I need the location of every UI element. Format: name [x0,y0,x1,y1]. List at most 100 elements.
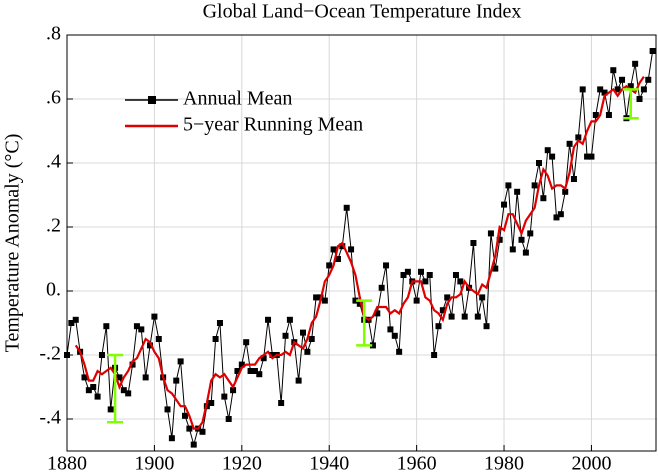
point-marker [321,297,328,304]
chart-title: Global Land−Ocean Temperature Index [203,1,522,23]
point-marker [514,188,521,195]
point-marker [238,361,245,368]
point-marker [330,246,337,253]
point-marker [286,316,293,323]
point-marker [492,265,499,272]
point-marker [326,262,333,269]
point-marker [452,272,459,278]
point-marker [269,352,276,358]
point-marker [566,140,573,147]
point-marker [94,393,101,400]
point-marker [614,86,621,93]
point-marker [190,441,197,448]
point-marker [208,400,215,406]
point-marker [125,390,132,397]
point-marker [457,278,464,285]
point-marker [645,76,652,83]
point-marker [431,352,438,358]
plot-frame [66,34,657,452]
point-marker [256,371,263,378]
point-marker [536,160,542,166]
point-marker [155,336,162,342]
point-marker [527,230,534,237]
x-tick-label: 1980 [484,453,524,474]
point-marker [439,307,446,314]
point-marker [413,297,420,304]
point-marker [177,358,184,365]
point-marker [461,313,468,320]
point-marker [147,342,154,349]
point-marker [584,153,591,160]
point-marker [313,294,320,301]
point-marker [343,204,350,211]
point-marker [627,83,634,90]
point-marker [474,313,481,320]
point-marker [610,67,617,74]
point-marker [339,243,346,250]
point-marker [90,384,97,390]
y-tick-label: -.2 [39,343,61,365]
point-marker [597,86,604,93]
point-marker [116,374,123,381]
point-marker [199,428,206,435]
point-marker [304,348,311,355]
point-marker [579,86,586,93]
point-marker [404,268,411,275]
point-marker [64,352,70,358]
y-tick-label: .2 [46,215,61,237]
y-tick-label: 0. [46,279,61,301]
point-marker [636,96,643,102]
y-tick-label: .8 [46,23,61,45]
point-marker [230,387,237,394]
point-marker [81,374,88,381]
point-marker [72,316,79,323]
x-tick-label: 1920 [222,453,262,474]
point-marker [300,329,306,336]
point-marker [435,323,442,330]
point-marker [164,406,171,413]
point-marker [356,300,363,307]
point-marker [133,323,140,330]
point-marker [640,86,647,93]
point-marker [168,435,175,442]
point-marker [295,377,302,384]
point-marker [383,262,390,269]
point-marker [518,236,525,243]
point-marker [352,297,359,304]
point-marker [570,176,577,182]
point-marker [444,294,451,301]
point-marker [216,320,223,326]
point-marker [487,230,494,237]
point-marker [98,352,105,358]
point-marker [103,323,110,330]
point-marker [221,393,228,400]
point-marker [334,256,341,262]
point-marker [120,387,127,394]
point-marker [649,48,656,54]
point-marker [186,425,193,432]
point-marker [496,236,503,243]
point-marker [619,76,626,83]
point-marker [251,368,258,374]
x-tick-label: 1880 [47,453,87,474]
y-axis-label: Temperature Anomaly (°C) [2,134,24,353]
point-marker [544,147,551,154]
point-marker [212,336,219,342]
point-marker [549,153,556,160]
x-tick-label: 1960 [397,453,437,474]
point-marker [138,326,145,333]
point-marker [501,201,508,208]
point-marker [505,182,512,189]
point-marker [348,246,355,253]
point-marker [173,377,180,384]
x-tick-label: 1900 [134,453,174,474]
point-marker [509,246,516,253]
y-tick-label: -.4 [39,407,61,429]
point-marker [601,89,608,96]
point-marker [278,400,285,406]
point-marker [531,182,538,189]
point-marker [260,355,267,362]
point-marker [85,387,92,394]
point-marker [243,339,250,346]
x-tick-label: 1940 [309,453,349,474]
